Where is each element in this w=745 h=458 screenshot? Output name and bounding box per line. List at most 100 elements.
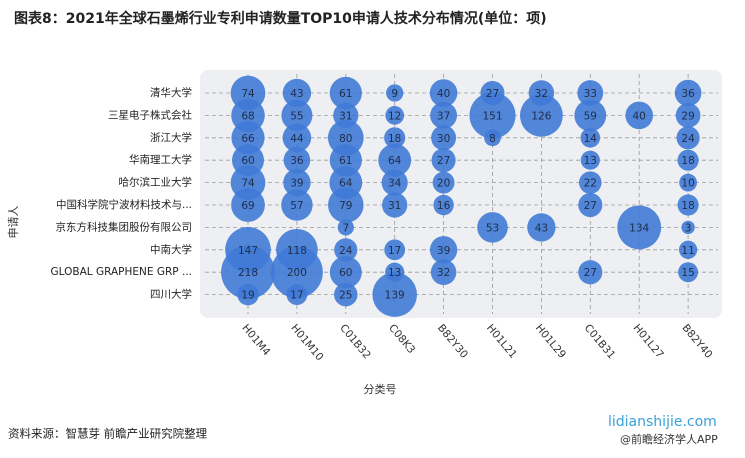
bubble [221,245,275,300]
bubble [674,79,702,107]
x-tick-label: C01B32 [337,322,373,361]
x-tick-label: C01B31 [582,322,618,361]
x-tick-label: C08K3 [386,322,417,356]
bubble [430,101,458,129]
bubble [579,171,602,194]
data-label: 31 [339,110,352,122]
x-axis-label: 分类号 [364,382,397,396]
bubble [675,103,701,128]
bubble [430,259,457,285]
data-label: 37 [437,110,450,122]
y-tick-label: GLOBAL GRAPHENE GRP ... [51,266,192,278]
data-label: 218 [238,267,258,279]
bubble [282,78,312,108]
y-tick-label: 京东方科技集团股份有限公司 [56,220,193,233]
bubble [577,80,604,106]
data-label: 18 [681,200,694,212]
bubble [329,256,362,289]
data-label: 13 [584,155,597,167]
bubble [237,283,259,306]
data-label: 17 [388,245,401,257]
bubble [429,79,458,107]
bubble [328,187,364,223]
data-label: 13 [388,267,401,279]
data-label: 9 [391,88,398,100]
bubble [431,125,457,151]
x-tick-label: H01M10 [288,322,325,363]
y-tick-label: 中南大学 [150,243,192,256]
bubble [679,173,698,192]
data-label: 57 [290,200,303,212]
y-tick-label: 三星电子株式会社 [108,108,192,121]
data-label: 18 [681,155,694,167]
bubble [270,246,323,299]
x-tick-label: H01M4 [239,322,272,358]
bubble [282,123,312,153]
bubble [578,260,603,285]
bubble [334,238,358,262]
y-tick-label: 浙江大学 [150,131,192,144]
data-label: 200 [287,267,307,279]
bubble [681,220,695,235]
data-label: 8 [489,133,496,145]
data-label: 53 [486,222,499,234]
bubble [625,101,654,130]
data-label: 134 [629,222,649,234]
data-label: 3 [685,222,692,234]
bubble [281,189,313,221]
bubble [469,92,516,139]
data-label: 32 [437,267,450,279]
bubble [327,119,364,156]
bubble [384,127,406,149]
bubble [678,240,698,259]
data-label: 20 [437,178,450,190]
data-label: 61 [339,155,352,167]
data-label: 34 [388,178,402,190]
data-label: 43 [290,88,303,100]
data-label: 60 [339,267,352,279]
bubble [334,282,358,307]
bubble [429,236,458,264]
data-label: 24 [339,245,353,257]
y-tick-label: 华南理工大学 [129,153,192,166]
data-label: 40 [633,110,646,122]
bubble [578,192,603,218]
bubble [372,272,417,317]
bubble [329,76,362,110]
data-label: 43 [535,222,548,234]
data-label: 14 [584,133,598,145]
y-tick-label: 四川大学 [150,288,192,301]
brand: @前瞻经济学人APP [620,432,718,446]
bubble [281,99,313,131]
bubble [527,213,556,242]
data-label: 118 [287,245,307,257]
bubble [617,205,662,250]
data-label: 68 [241,110,254,122]
data-label: 69 [241,200,254,212]
x-tick-label: H01L29 [533,322,568,361]
data-label: 27 [486,88,499,100]
bubble [286,284,308,305]
bubble [378,143,412,177]
bubble [329,144,362,177]
bubble [231,121,265,155]
data-label: 60 [241,155,254,167]
data-label: 64 [339,178,353,190]
bubble [580,128,601,148]
data-label: 31 [388,200,401,212]
bubble [381,169,408,196]
bubble [433,194,454,216]
data-label: 22 [584,178,597,190]
data-label: 147 [238,245,258,257]
data-label: 39 [290,178,303,190]
data-label: 27 [584,200,597,212]
bubble [283,146,311,174]
data-label: 64 [388,155,402,167]
data-label: 80 [339,133,352,145]
data-label: 10 [681,178,694,190]
data-label: 18 [388,133,401,145]
bubble [382,192,408,218]
data-label: 7 [342,222,349,234]
data-label: 36 [290,155,304,167]
bubble [484,129,501,147]
